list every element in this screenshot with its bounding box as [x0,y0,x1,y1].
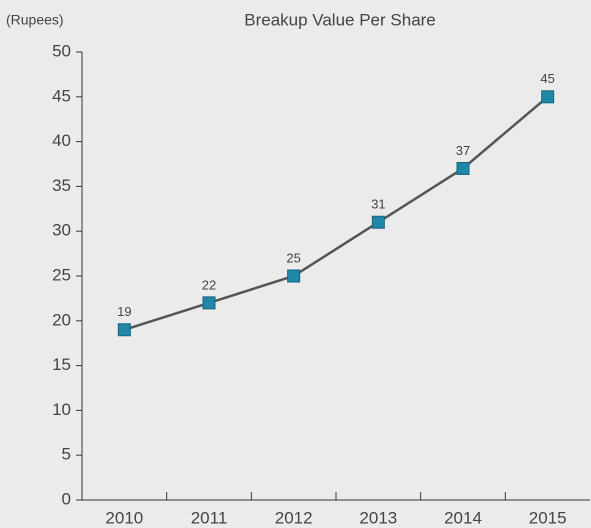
data-marker [117,323,131,337]
data-label: 37 [456,143,470,158]
y-tick-label: 40 [52,131,71,150]
data-label: 25 [286,250,300,265]
x-tick-label: 2011 [191,508,228,527]
data-marker [371,215,385,229]
data-label: 19 [117,304,131,319]
y-tick-label: 0 [62,489,71,508]
y-tick-label: 25 [52,265,71,284]
y-tick-label: 50 [52,41,71,60]
y-axis-label: (Rupees) [6,12,64,28]
data-line [123,95,549,331]
data-label: 31 [371,197,385,212]
data-marker [541,90,555,104]
x-tick-label: 2014 [444,508,482,527]
data-label: 45 [540,71,554,86]
x-tick-label: 2012 [275,508,313,527]
y-tick-label: 15 [52,355,71,374]
y-tick-label: 10 [52,400,71,419]
data-label: 22 [202,277,216,292]
data-marker [202,296,216,310]
y-tick-label: 30 [52,221,71,240]
x-tick-label: 2010 [105,508,143,527]
x-tick-label: 2013 [359,508,397,527]
chart-title: Breakup Value Per Share [244,10,436,29]
data-marker [287,269,301,283]
x-tick-label: 2015 [529,508,567,527]
y-tick-label: 45 [52,86,71,105]
y-tick-label: 5 [62,445,71,464]
data-marker [456,161,470,175]
y-tick-label: 35 [52,176,71,195]
y-tick-label: 20 [52,310,71,329]
